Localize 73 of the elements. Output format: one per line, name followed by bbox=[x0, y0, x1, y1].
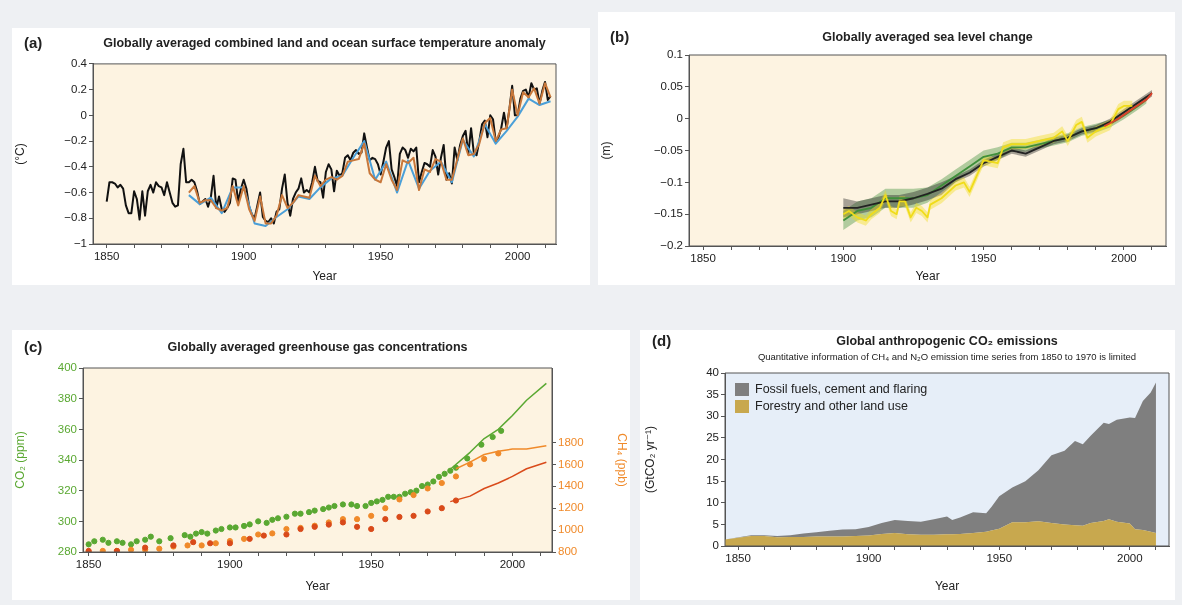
x-axis-title: Year bbox=[915, 269, 940, 284]
y-tick-label: 400 bbox=[57, 361, 77, 374]
x-tick-label: 1900 bbox=[855, 552, 882, 565]
y-tick-label: −0.6 bbox=[64, 185, 87, 198]
chart-subtitle: Quantitative information of CH₄ and N₂O emission time series from 1850 to 1970 is limited bbox=[756, 351, 1138, 362]
x-tick-label: 1900 bbox=[830, 252, 857, 265]
y-tick-label: 10 bbox=[706, 495, 719, 508]
y-tick-label: 20 bbox=[706, 452, 719, 465]
y-tick-label: 15 bbox=[706, 474, 719, 487]
x-tick-label: 1900 bbox=[230, 250, 257, 263]
x-tick-label: 1900 bbox=[217, 558, 243, 571]
x-axis-title: Year bbox=[305, 579, 330, 594]
y2-tick-label: 1600 bbox=[558, 457, 584, 470]
y2-tick-label: 1000 bbox=[558, 523, 584, 536]
y2-tick-label: 1200 bbox=[558, 501, 584, 514]
y-tick-label: 280 bbox=[57, 545, 77, 558]
legend-label: Forestry and other land use bbox=[755, 398, 908, 415]
chart-title: Global anthropogenic CO₂ emissions bbox=[835, 334, 1059, 348]
y-axis-title: CO₂ (ppm) bbox=[12, 431, 27, 489]
text: (c) bbox=[24, 338, 43, 355]
y-tick-label: −0.15 bbox=[653, 207, 683, 220]
legend-label: Fossil fuels, cement and flaring bbox=[755, 381, 928, 398]
x-axis-title: Year bbox=[934, 579, 960, 594]
y-tick-label: 30 bbox=[706, 409, 719, 422]
x-tick-label: 1850 bbox=[725, 552, 751, 565]
y-tick-label: 0.2 bbox=[71, 82, 87, 95]
y-tick-label: 35 bbox=[706, 387, 719, 400]
y-tick-label: −0.2 bbox=[64, 134, 87, 147]
y2-axis-title: CH₄ (ppb) bbox=[615, 433, 630, 487]
y-tick-label: 40 bbox=[706, 366, 719, 379]
y-tick-label: −0.8 bbox=[64, 211, 87, 224]
x-tick-label: 1850 bbox=[93, 250, 120, 263]
y-tick-label: 320 bbox=[57, 483, 77, 496]
y-axis-title: (m) bbox=[598, 141, 613, 160]
x-tick-label: 1950 bbox=[986, 552, 1013, 565]
text: (b) bbox=[610, 28, 630, 45]
y-tick-label: 300 bbox=[57, 514, 77, 527]
y-tick-label: 380 bbox=[57, 391, 77, 404]
y-tick-label: 5 bbox=[712, 517, 719, 530]
y2-tick-label: 1400 bbox=[558, 479, 584, 492]
y-tick-label: 0.1 bbox=[667, 48, 683, 61]
y-axis-title: (°C) bbox=[12, 143, 27, 165]
y-tick-label: −0.2 bbox=[660, 239, 683, 252]
y-tick-label: 25 bbox=[706, 431, 719, 444]
y-tick-label: 0.4 bbox=[71, 57, 88, 70]
y-tick-label: 0 bbox=[676, 111, 683, 124]
y-tick-label: 340 bbox=[57, 453, 77, 466]
x-tick-label: 2000 bbox=[1111, 252, 1137, 265]
x-tick-label: 2000 bbox=[504, 250, 531, 263]
y-tick-label: −1 bbox=[73, 237, 87, 250]
y-tick-label: −0.1 bbox=[660, 175, 683, 188]
x-tick-label: 1850 bbox=[690, 252, 716, 265]
y-tick-label: 0 bbox=[712, 539, 719, 552]
y-tick-label: −0.05 bbox=[653, 143, 683, 156]
x-axis-title: Year bbox=[312, 269, 337, 284]
x-tick-label: 1950 bbox=[970, 252, 997, 265]
chart-title: Globally averaged sea level change bbox=[821, 30, 1034, 44]
chart-title: Globally averaged combined land and ocean surface temperature anomaly bbox=[102, 36, 547, 50]
x-tick-label: 1950 bbox=[367, 250, 394, 263]
x-tick-label: 1950 bbox=[358, 558, 384, 571]
chart-title: Globally averaged greenhouse gas concentrations bbox=[166, 340, 469, 354]
y-tick-label: 360 bbox=[57, 422, 77, 435]
x-tick-label: 1850 bbox=[75, 558, 102, 571]
y-tick-label: 0 bbox=[80, 108, 87, 121]
y-tick-label: −0.4 bbox=[64, 159, 88, 172]
x-tick-label: 2000 bbox=[499, 558, 526, 571]
y-tick-label: 0.05 bbox=[660, 80, 683, 93]
text: (d) bbox=[652, 332, 672, 349]
x-tick-label: 2000 bbox=[1117, 552, 1143, 565]
y2-tick-label: 800 bbox=[558, 545, 578, 558]
text: (a) bbox=[24, 34, 43, 51]
y2-tick-label: 1800 bbox=[558, 435, 584, 448]
y-axis-title: (GtCO₂ yr⁻¹) bbox=[642, 426, 657, 493]
